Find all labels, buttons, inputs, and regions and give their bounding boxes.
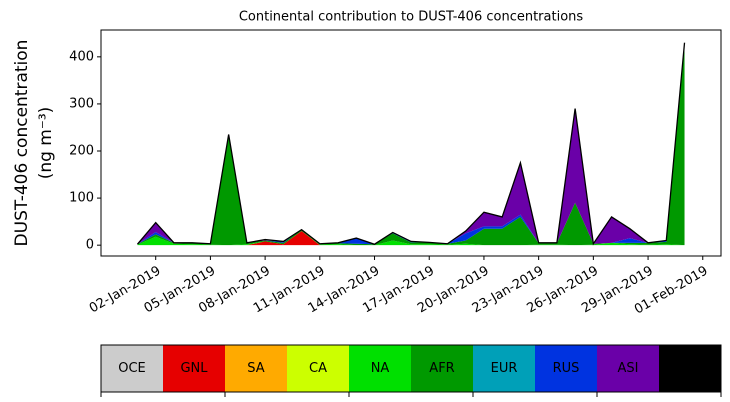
legend-swatch xyxy=(473,345,535,392)
legend-label: OCE xyxy=(118,361,146,376)
legend-label: GNL xyxy=(180,361,208,376)
y-label-line: DUST-406 concentration xyxy=(12,40,32,247)
legend-label: ASI xyxy=(618,361,639,376)
legend-swatch xyxy=(597,345,659,392)
legend-label: RUS xyxy=(553,361,580,376)
legend-label: EUR xyxy=(491,361,518,376)
y-tick-label: 100 xyxy=(69,191,94,206)
legend-swatch xyxy=(101,345,163,392)
legend-label: AFR xyxy=(429,361,454,376)
legend-swatch xyxy=(225,345,287,392)
legend-label: SA xyxy=(247,361,264,376)
legend-swatch xyxy=(349,345,411,392)
legend-frame xyxy=(100,344,722,393)
y-tick-label: 0 xyxy=(86,238,94,253)
area xyxy=(137,47,685,246)
y-tick-label: 400 xyxy=(69,49,94,64)
area xyxy=(137,42,685,245)
legend-swatch xyxy=(163,345,225,392)
legend-swatch xyxy=(535,345,597,392)
y-axis-title: DUST-406 concentration (ng m⁻³) xyxy=(12,40,56,247)
legend-label: AUS xyxy=(677,361,704,376)
legend-label: NA xyxy=(371,361,390,376)
legend-swatch xyxy=(411,345,473,392)
legend-swatch xyxy=(287,345,349,392)
y-label-line: (ng m⁻³) xyxy=(36,107,56,180)
y-tick-label: 300 xyxy=(69,96,94,111)
legend-swatch xyxy=(659,345,721,392)
plot-frame xyxy=(100,29,722,257)
area xyxy=(136,42,686,246)
y-tick-label: 200 xyxy=(69,144,94,159)
chart-title: Continental contribution to DUST-406 con… xyxy=(239,10,584,25)
legend-label: CA xyxy=(309,361,327,376)
